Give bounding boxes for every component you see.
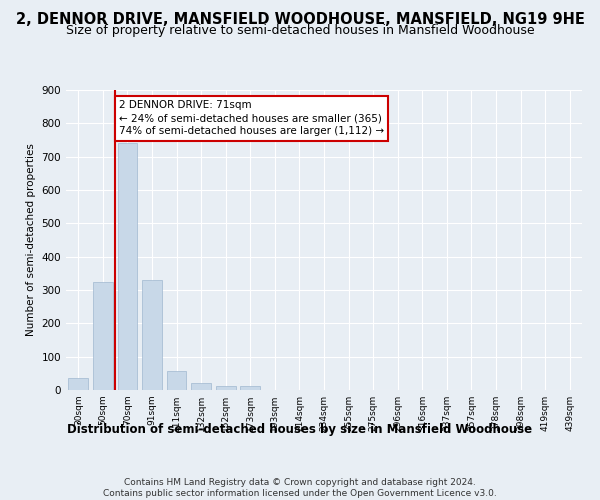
Bar bbox=[191, 384, 211, 390]
Text: 2, DENNOR DRIVE, MANSFIELD WOODHOUSE, MANSFIELD, NG19 9HE: 2, DENNOR DRIVE, MANSFIELD WOODHOUSE, MA… bbox=[16, 12, 584, 28]
Text: Distribution of semi-detached houses by size in Mansfield Woodhouse: Distribution of semi-detached houses by … bbox=[67, 422, 533, 436]
Bar bbox=[167, 371, 187, 390]
Bar bbox=[216, 386, 236, 390]
Bar bbox=[93, 282, 113, 390]
Text: Contains HM Land Registry data © Crown copyright and database right 2024.
Contai: Contains HM Land Registry data © Crown c… bbox=[103, 478, 497, 498]
Bar bbox=[241, 386, 260, 390]
Bar bbox=[68, 378, 88, 390]
Bar bbox=[118, 144, 137, 390]
Bar bbox=[142, 280, 162, 390]
Y-axis label: Number of semi-detached properties: Number of semi-detached properties bbox=[26, 144, 36, 336]
Text: 2 DENNOR DRIVE: 71sqm
← 24% of semi-detached houses are smaller (365)
74% of sem: 2 DENNOR DRIVE: 71sqm ← 24% of semi-deta… bbox=[119, 100, 384, 136]
Text: Size of property relative to semi-detached houses in Mansfield Woodhouse: Size of property relative to semi-detach… bbox=[65, 24, 535, 37]
